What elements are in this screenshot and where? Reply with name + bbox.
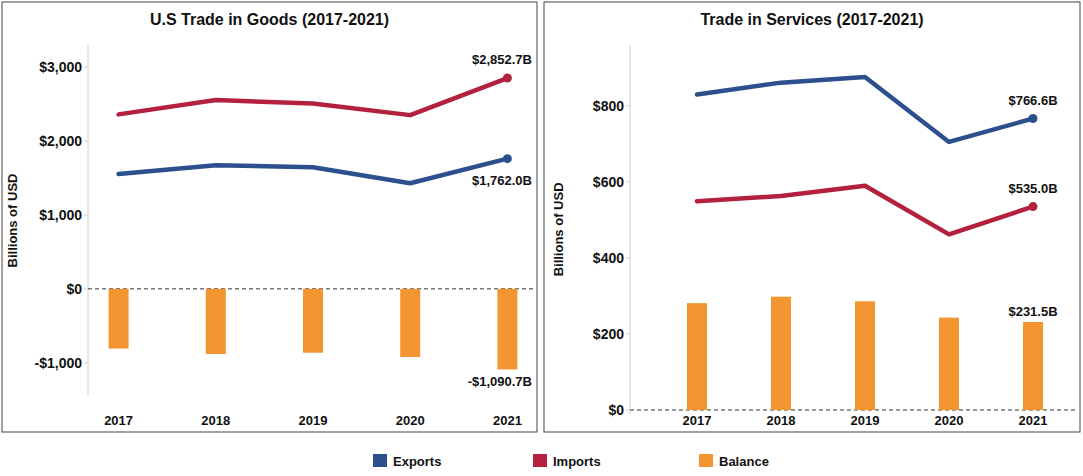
- series-line: [697, 186, 1033, 235]
- balance-bar: [303, 289, 323, 353]
- balance-bar: [939, 318, 959, 410]
- legend-swatch: [699, 454, 713, 467]
- balance-bar: [771, 297, 791, 410]
- y-tick: [84, 362, 88, 363]
- series-line: [119, 159, 508, 184]
- balance-bar: [855, 301, 875, 410]
- legend-swatch: [533, 454, 547, 467]
- y-tick: [626, 257, 630, 258]
- x-tick-label: 2019: [299, 413, 328, 428]
- y-axis-line: [88, 45, 89, 396]
- data-label: $2,852.7B: [472, 52, 532, 67]
- y-axis-label: Billions of USD: [5, 174, 20, 268]
- plot-area: [687, 77, 1043, 410]
- data-label: -$1,090.7B: [468, 374, 532, 389]
- legend-swatch: [373, 454, 387, 467]
- y-tick-label: $400: [593, 250, 624, 266]
- balance-bar: [400, 289, 420, 357]
- x-tick-label: 2017: [104, 413, 133, 428]
- legend-label: Balance: [719, 454, 769, 469]
- y-tick-label: $1,000: [39, 207, 82, 223]
- legend: Exports Imports Balance: [373, 454, 769, 469]
- x-tick-label: 2021: [1019, 413, 1048, 428]
- y-tick: [626, 409, 630, 410]
- panel-frame: [2, 2, 537, 432]
- chart-title: U.S Trade in Goods (2017-2021): [150, 11, 389, 28]
- y-tick: [626, 333, 630, 334]
- y-axis-line: [630, 45, 631, 414]
- y-tick-label: $600: [593, 174, 624, 190]
- y-tick: [84, 67, 88, 68]
- data-label: $766.6B: [1008, 93, 1057, 108]
- y-tick-label: -$1,000: [35, 355, 83, 371]
- y-tick: [84, 141, 88, 142]
- series-line: [697, 77, 1033, 142]
- chart-panel: Trade in Services (2017-2021) Billions of…: [544, 2, 1080, 432]
- data-label: $1,762.0B: [472, 173, 532, 188]
- y-tick: [84, 288, 88, 289]
- x-tick-label: 2021: [493, 413, 522, 428]
- y-tick: [626, 181, 630, 182]
- legend-label: Imports: [553, 454, 601, 469]
- y-tick-label: $3,000: [39, 59, 82, 75]
- y-tick-label: $200: [593, 326, 624, 342]
- x-tick-label: 2017: [683, 413, 712, 428]
- x-tick-label: 2018: [767, 413, 796, 428]
- end-marker: [1029, 114, 1038, 123]
- data-labels: -$1,090.7B $1,762.0B $2,852.7B: [468, 52, 532, 389]
- x-tick-label: 2020: [935, 413, 964, 428]
- y-tick-label: $0: [608, 402, 624, 418]
- balance-bar: [109, 289, 129, 349]
- x-tick-label: 2018: [201, 413, 230, 428]
- balance-bar: [497, 289, 517, 370]
- legend-label: Exports: [393, 454, 441, 469]
- balance-bar: [1023, 322, 1043, 410]
- y-tick-label: $0: [66, 281, 82, 297]
- y-tick: [626, 105, 630, 106]
- chart-title: Trade in Services (2017-2021): [700, 11, 923, 28]
- data-label: $231.5B: [1008, 304, 1057, 319]
- data-labels: $231.5B $766.6B $535.0B: [1008, 93, 1057, 319]
- y-axis-label: Billions of USD: [551, 182, 566, 276]
- end-marker: [1029, 202, 1038, 211]
- series-line: [119, 78, 508, 115]
- end-marker: [503, 74, 512, 83]
- data-label: $535.0B: [1008, 181, 1057, 196]
- balance-bar: [687, 303, 707, 410]
- y-tick-label: $2,000: [39, 133, 82, 149]
- x-tick-label: 2019: [851, 413, 880, 428]
- plot-area: [109, 74, 518, 370]
- panel-frame: [544, 2, 1080, 432]
- end-marker: [503, 154, 512, 163]
- x-tick-label: 2020: [396, 413, 425, 428]
- y-tick-label: $800: [593, 98, 624, 114]
- balance-bar: [206, 289, 226, 354]
- figure: U.S Trade in Goods (2017-2021) Billions o…: [0, 0, 1083, 476]
- y-tick: [84, 214, 88, 215]
- chart-panel: U.S Trade in Goods (2017-2021) Billions o…: [2, 2, 537, 432]
